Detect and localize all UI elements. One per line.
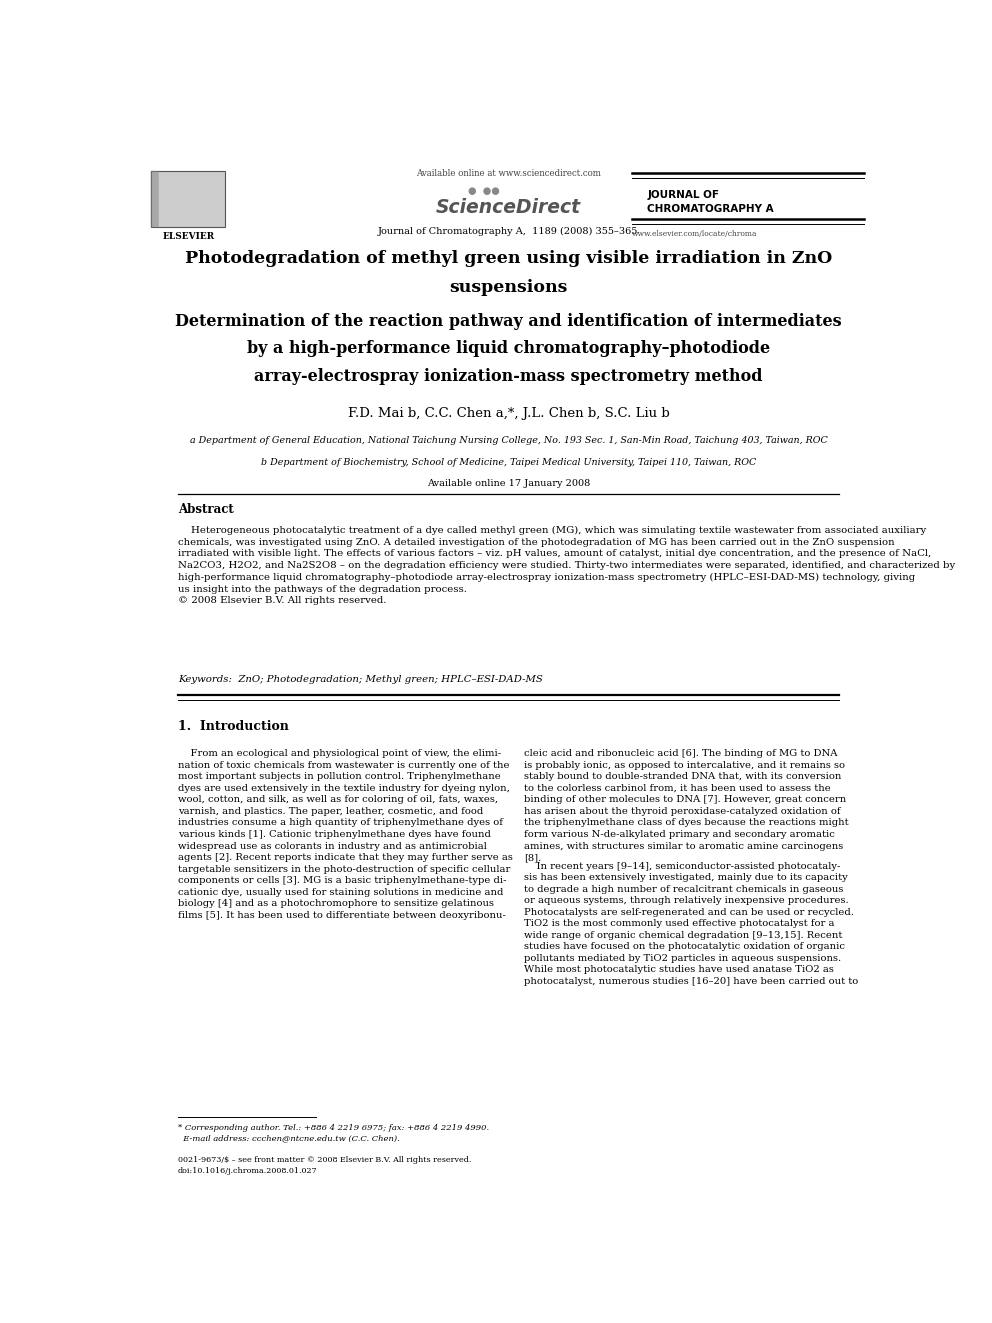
Text: www.elsevier.com/locate/chroma: www.elsevier.com/locate/chroma (632, 230, 757, 238)
Text: suspensions: suspensions (449, 279, 567, 296)
Bar (151, 171, 225, 226)
Text: by a high-performance liquid chromatography–photodiode: by a high-performance liquid chromatogra… (247, 340, 770, 357)
Text: Determination of the reaction pathway and identification of intermediates: Determination of the reaction pathway an… (175, 312, 842, 329)
Text: Photodegradation of methyl green using visible irradiation in ZnO: Photodegradation of methyl green using v… (185, 250, 832, 267)
Text: Abstract: Abstract (178, 503, 233, 516)
Text: Keywords:  ZnO; Photodegradation; Methyl green; HPLC–ESI-DAD-MS: Keywords: ZnO; Photodegradation; Methyl … (178, 676, 543, 684)
Text: b Department of Biochemistry, School of Medicine, Taipei Medical University, Tai: b Department of Biochemistry, School of … (261, 458, 756, 467)
Text: Journal of Chromatography A,  1189 (2008) 355–365: Journal of Chromatography A, 1189 (2008)… (378, 226, 639, 235)
Text: ScienceDirect: ScienceDirect (435, 198, 581, 217)
Text: a Department of General Education, National Taichung Nursing College, No. 193 Se: a Department of General Education, Natio… (189, 437, 827, 445)
Text: Available online 17 January 2008: Available online 17 January 2008 (427, 479, 590, 488)
Text: In recent years [9–14], semiconductor-assisted photocataly-
sis has been extensi: In recent years [9–14], semiconductor-as… (524, 861, 858, 986)
Text: ELSEVIER: ELSEVIER (163, 232, 214, 241)
Text: cleic acid and ribonucleic acid [6]. The binding of MG to DNA
is probably ionic,: cleic acid and ribonucleic acid [6]. The… (524, 749, 848, 863)
Text: F.D. Mai b, C.C. Chen a,*, J.L. Chen b, S.C. Liu b: F.D. Mai b, C.C. Chen a,*, J.L. Chen b, … (347, 407, 670, 421)
Text: Heterogeneous photocatalytic treatment of a dye called methyl green (MG), which : Heterogeneous photocatalytic treatment o… (178, 527, 955, 606)
Text: 0021-9673/$ – see front matter © 2008 Elsevier B.V. All rights reserved.
doi:10.: 0021-9673/$ – see front matter © 2008 El… (178, 1156, 471, 1175)
Text: Available online at www.sciencedirect.com: Available online at www.sciencedirect.co… (416, 169, 601, 177)
Text: JOURNAL OF
CHROMATOGRAPHY A: JOURNAL OF CHROMATOGRAPHY A (647, 191, 774, 214)
Text: From an ecological and physiological point of view, the elimi-
nation of toxic c: From an ecological and physiological poi… (178, 749, 513, 919)
Text: * Corresponding author. Tel.: +886 4 2219 6975; fax: +886 4 2219 4990.
  E-mail : * Corresponding author. Tel.: +886 4 221… (178, 1123, 489, 1142)
Text: array-electrospray ionization-mass spectrometry method: array-electrospray ionization-mass spect… (254, 368, 763, 385)
Text: ●  ●●: ● ●● (468, 185, 500, 196)
Text: 1.  Introduction: 1. Introduction (178, 720, 289, 733)
